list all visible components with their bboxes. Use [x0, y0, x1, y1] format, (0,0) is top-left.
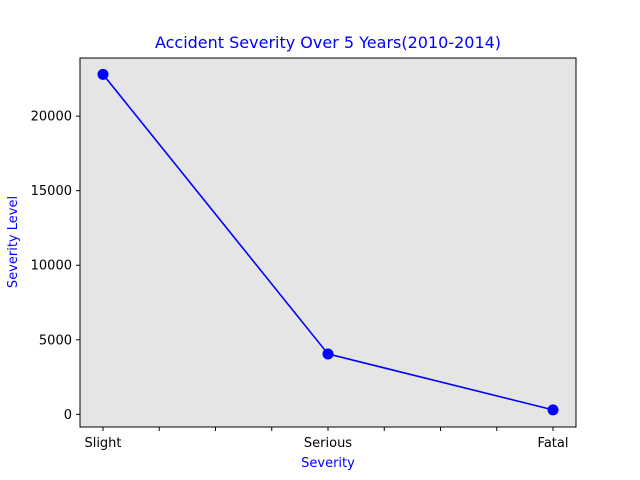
x-axis-label: Severity	[301, 456, 355, 471]
x-tick-label: Fatal	[538, 436, 569, 451]
y-tick-label: 10000	[31, 259, 72, 274]
y-axis-label: Severity Level	[6, 196, 21, 288]
chart-title: Accident Severity Over 5 Years(2010-2014…	[155, 33, 501, 52]
series-layer	[97, 68, 559, 416]
plot-area	[79, 57, 577, 428]
x-tick-label: Serious	[304, 436, 352, 451]
data-point-fatal	[547, 404, 559, 416]
x-tick-label: Slight	[84, 436, 121, 451]
y-tick-label: 15000	[31, 184, 72, 199]
data-point-slight	[97, 68, 109, 80]
y-axis-ticks: 0 5000 10000 15000 20000	[31, 110, 80, 423]
x-axis-ticks: Slight Serious Fatal	[84, 427, 568, 451]
data-point-serious	[322, 348, 334, 360]
y-tick-label: 5000	[39, 333, 72, 348]
y-tick-label: 0	[64, 408, 72, 423]
y-tick-label: 20000	[31, 110, 72, 125]
